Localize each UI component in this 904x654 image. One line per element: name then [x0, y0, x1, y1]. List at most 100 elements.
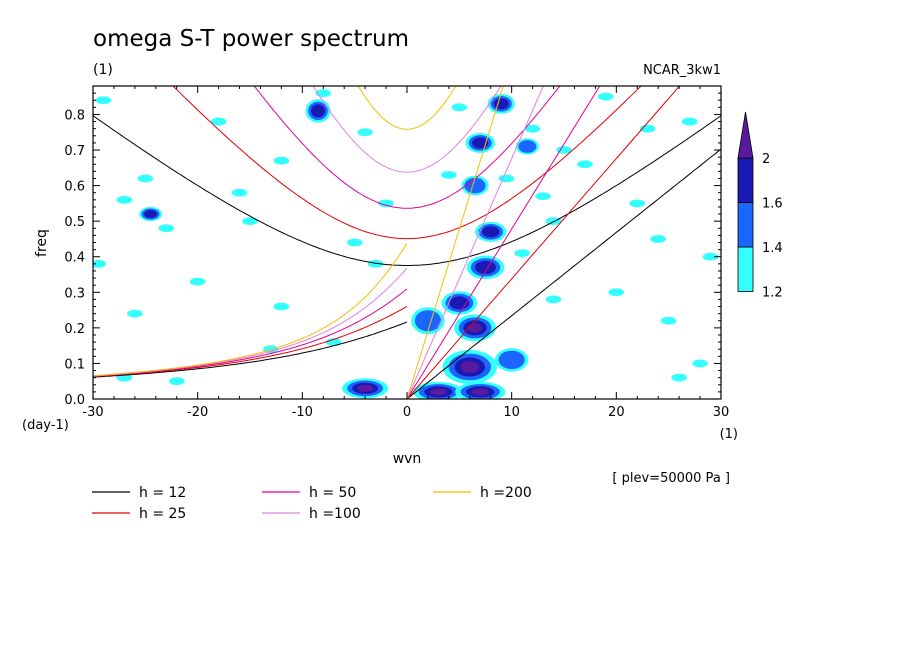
x-tick-label: -10: [292, 405, 313, 420]
spectral-patch: [231, 188, 248, 197]
spectral-patch: [95, 96, 112, 105]
x-tick-label: 0: [403, 405, 411, 420]
colorbar-band: [737, 157, 754, 203]
spectral-patch: [681, 117, 698, 126]
mrg-curve-h12: [93, 321, 408, 378]
spectral-peak: [498, 350, 525, 370]
y-tick-label: 0.8: [64, 108, 85, 123]
gravity-curve-h100: [312, 86, 502, 173]
spectral-patch: [660, 316, 677, 325]
y-tick-label: 0.6: [64, 180, 85, 195]
spectral-patch: [629, 199, 646, 208]
spectral-peak: [464, 177, 486, 194]
spectral-patch: [127, 309, 143, 318]
x-tick-label: 20: [608, 405, 625, 420]
spectral-patch: [702, 252, 719, 261]
y-tick-label: 0.1: [64, 357, 85, 372]
spectral-patch: [451, 103, 468, 112]
spectral-patch: [545, 295, 562, 304]
spectral-patch: [168, 377, 185, 386]
spectral-patch: [357, 128, 373, 137]
spectral-peak: [467, 323, 483, 333]
spectral-patch: [273, 302, 290, 311]
y-tick-label: 0.5: [64, 215, 85, 230]
gravity-curve-h200: [357, 86, 457, 130]
colorbar-label: 1.4: [762, 241, 783, 256]
y-tick-label: 0.4: [64, 251, 85, 266]
spectral-patch: [514, 249, 530, 258]
spectral-patch: [378, 199, 394, 208]
spectral-patch: [556, 146, 572, 154]
spectral-patch: [650, 235, 667, 243]
legend-label: h =200: [480, 485, 532, 501]
x-tick-label: 10: [503, 405, 520, 420]
spectral-peak: [493, 98, 509, 110]
spectral-peak: [481, 226, 500, 238]
spectral-patch: [535, 192, 551, 201]
kelvin-curve-h50: [406, 86, 601, 399]
x-axis-label: wvn: [393, 451, 422, 467]
colorbar-label: 1.2: [762, 286, 783, 301]
spectral-patch: [210, 117, 227, 126]
kelvin-curve-h12: [406, 148, 721, 399]
kelvin-curve-h25: [406, 86, 681, 399]
spectral-patch: [608, 288, 625, 297]
legend-label: h = 25: [139, 506, 186, 522]
spectral-peak: [414, 310, 441, 332]
spectral-patch: [441, 171, 457, 179]
spectral-peak: [144, 210, 158, 219]
gravity-curve-h50: [253, 86, 561, 209]
spectral-peak: [518, 140, 537, 153]
plot-frame: [92, 85, 722, 400]
plot-area: [93, 86, 721, 399]
colorbar-band: [737, 246, 754, 292]
spectral-patch: [137, 174, 154, 183]
chart-subtitle-right: NCAR_3kw1: [643, 63, 721, 78]
spectral-patch: [367, 259, 384, 268]
gravity-curve-h12: [93, 115, 721, 266]
y-axis-label: freq: [34, 229, 50, 257]
mrg-curve-h200: [93, 243, 408, 377]
chart-subtitle-left: (1): [93, 62, 113, 78]
kelvin-curve-h100: [406, 86, 544, 399]
spectral-peak: [357, 384, 373, 392]
colorbar-band: [737, 202, 754, 248]
spectral-peak: [460, 361, 480, 373]
colorbar-arrow: [737, 111, 754, 159]
x-axis-unit: (1): [720, 427, 738, 442]
spectral-patch: [524, 124, 541, 133]
kelvin-curve-h200: [406, 86, 504, 399]
spectral-contours: [93, 89, 719, 399]
legend-label: h = 50: [309, 485, 356, 501]
spectral-patch: [577, 160, 593, 169]
legend-label: h =100: [309, 506, 361, 522]
spectral-peak: [429, 388, 447, 396]
plev-annotation: [ plev=50000 Pa ]: [612, 471, 730, 486]
colorbar-label: 1.6: [762, 197, 783, 212]
spectral-patch: [116, 195, 133, 204]
spectral-peak: [472, 137, 489, 149]
spectral-patch: [93, 259, 107, 268]
y-axis-unit: (day-1): [22, 418, 69, 433]
dispersion-curves: [93, 86, 721, 399]
spectral-patch: [242, 217, 258, 226]
y-tick-label: 0.2: [64, 322, 85, 337]
spectral-patch: [273, 156, 290, 165]
spectral-peak: [474, 260, 497, 274]
y-tick-label: 0.0: [64, 393, 85, 408]
x-tick-label: -30: [82, 405, 103, 420]
legend: h = 12 h = 25 h = 50 h =100 h =200: [92, 485, 532, 522]
spectral-patch: [189, 277, 206, 286]
legend-label: h = 12: [139, 485, 186, 501]
colorbar-label: 2: [762, 152, 770, 167]
gravity-curve-h25: [172, 86, 642, 240]
spectral-patch: [498, 174, 515, 183]
chart-title: omega S-T power spectrum: [93, 26, 409, 52]
spectral-patch: [671, 373, 687, 382]
colorbar: 1.2 1.4 1.6 2: [737, 111, 783, 301]
spectral-patch: [598, 92, 614, 101]
x-tick-label: -20: [187, 405, 208, 420]
y-tick-label: 0.3: [64, 286, 85, 301]
axis-ticks: -30 -20 -10 0 10 20 30 0.0 0.1 0.2 0.3 0.4 0.5 0.6 0.7…: [64, 86, 729, 420]
